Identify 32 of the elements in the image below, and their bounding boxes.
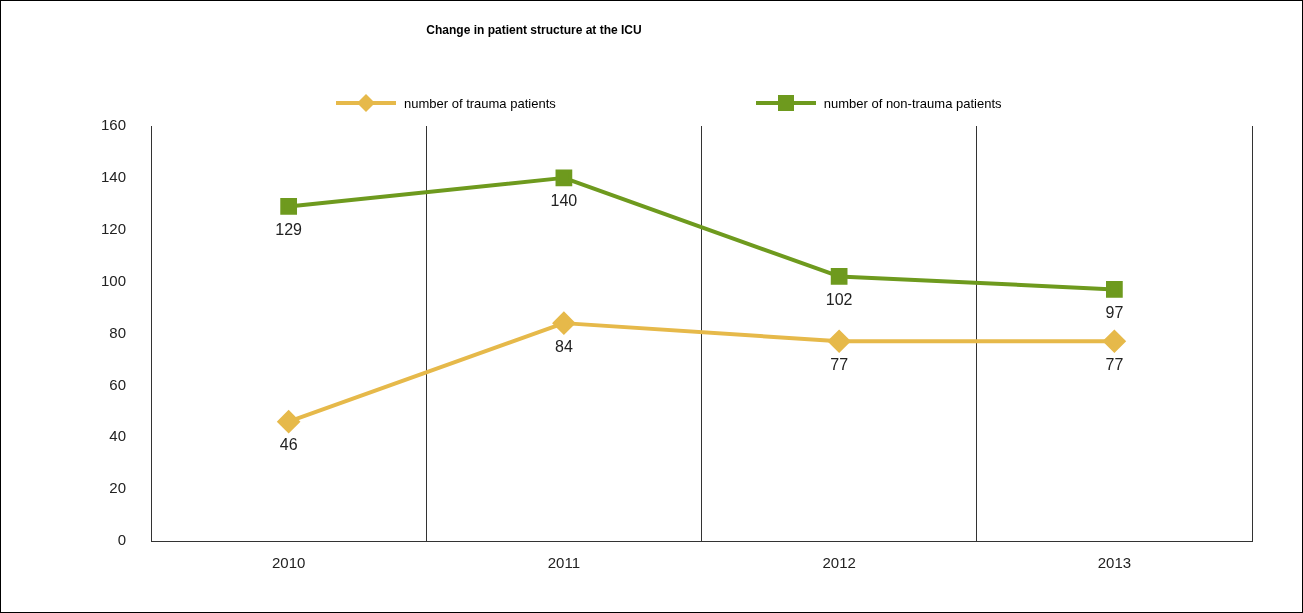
data-label: 102	[825, 290, 853, 308]
point	[1103, 330, 1126, 353]
y-tick-label: 160	[101, 116, 127, 134]
point	[830, 268, 848, 285]
data-label: 46	[279, 436, 298, 454]
legend-label: number of non-trauma patients	[823, 95, 1002, 111]
x-tick-label: 2011	[547, 554, 581, 572]
data-label: 77	[830, 355, 849, 373]
point	[280, 198, 298, 215]
y-tick-label: 20	[109, 479, 127, 497]
legend-label: number of trauma patients	[404, 95, 556, 111]
y-tick-label: 120	[101, 219, 127, 237]
x-tick-label: 2012	[822, 554, 856, 572]
y-tick-label: 0	[117, 531, 127, 549]
point	[1106, 281, 1123, 298]
y-tick-label: 80	[109, 323, 127, 341]
y-tick-label: 60	[109, 375, 127, 393]
y-tick-label: 40	[109, 427, 127, 445]
data-label: 84	[554, 337, 573, 355]
x-tick-label: 2013	[1097, 554, 1132, 572]
y-tick-label: 100	[101, 271, 127, 289]
y-tick-label: 140	[101, 168, 127, 186]
point	[552, 312, 575, 335]
data-label: 97	[1105, 303, 1124, 321]
x-tick-label: 2010	[271, 554, 306, 572]
point	[555, 169, 573, 187]
data-label: 129	[275, 220, 303, 238]
point	[277, 410, 300, 433]
point	[828, 330, 851, 353]
data-label: 77	[1105, 355, 1124, 373]
chart-title: Change in patient structure at the ICU	[425, 23, 643, 37]
data-label: 140	[550, 192, 578, 210]
